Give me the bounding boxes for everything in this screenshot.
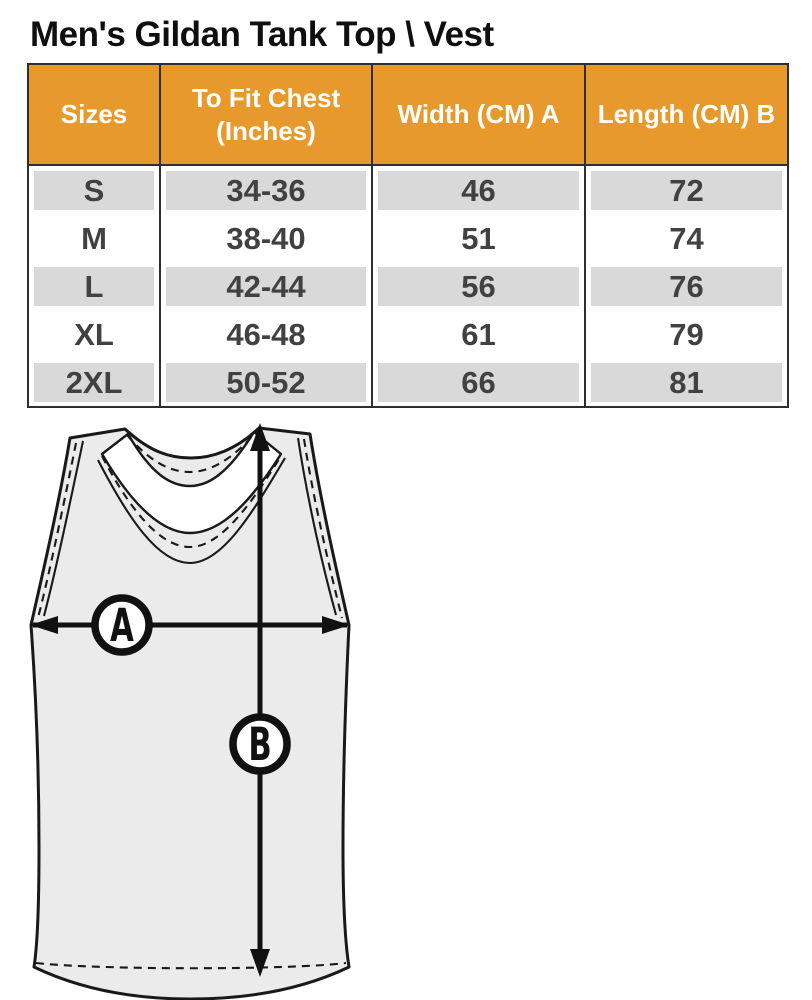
neck-opening xyxy=(100,430,283,535)
cell-size: M xyxy=(81,220,107,256)
cell-size: S xyxy=(34,170,154,210)
cell-length: 79 xyxy=(669,316,704,352)
cell-chest: 42-44 xyxy=(166,266,366,306)
width-marker-badge: A xyxy=(91,594,153,656)
page-title: Men's Gildan Tank Top \ Vest xyxy=(30,15,494,54)
width-arrow xyxy=(30,616,350,634)
table-row-2xl: 2XL 50-52 66 81 xyxy=(29,358,787,406)
column-header-width: Width (CM) A xyxy=(373,65,586,166)
cell-chest: 50-52 xyxy=(166,362,366,402)
arrowhead-up xyxy=(250,423,270,451)
tank-top-diagram: A B xyxy=(29,423,351,1000)
cell-size: 2XL xyxy=(34,362,154,402)
length-marker-badge: B xyxy=(229,713,291,775)
cell-length: 81 xyxy=(591,362,782,402)
cell-length: 74 xyxy=(669,220,704,256)
cell-width: 66 xyxy=(378,362,579,402)
cell-size: XL xyxy=(74,316,114,352)
size-table-container: Sizes To Fit Chest (Inches) Width (CM) A… xyxy=(27,63,789,408)
tank-top-outline xyxy=(29,426,351,1000)
cell-width: 61 xyxy=(461,316,496,352)
cell-length: 76 xyxy=(591,266,782,306)
cell-width: 51 xyxy=(461,220,496,256)
table-row-xl: XL 46-48 61 79 xyxy=(29,310,787,358)
column-header-sizes: Sizes xyxy=(29,65,161,166)
arrowhead-left xyxy=(30,616,58,634)
cell-size: L xyxy=(34,266,154,306)
stitching-lines xyxy=(35,432,347,970)
cell-chest: 34-36 xyxy=(166,170,366,210)
column-header-length: Length (CM) B xyxy=(586,65,787,166)
length-arrow xyxy=(250,423,270,977)
table-row-m: M 38-40 51 74 xyxy=(29,214,787,262)
cell-chest: 46-48 xyxy=(226,316,306,352)
size-table: Sizes To Fit Chest (Inches) Width (CM) A… xyxy=(27,63,789,408)
column-header-chest: To Fit Chest (Inches) xyxy=(161,65,373,166)
arrowhead-down xyxy=(250,949,270,977)
arrowhead-right xyxy=(322,616,350,634)
cell-width: 46 xyxy=(378,170,579,210)
cell-width: 56 xyxy=(378,266,579,306)
table-row-s: S 34-36 46 72 xyxy=(29,166,787,214)
size-table-header: Sizes To Fit Chest (Inches) Width (CM) A… xyxy=(29,65,787,166)
cell-length: 72 xyxy=(591,170,782,210)
width-marker-label: A xyxy=(110,600,134,653)
table-row-l: L 42-44 56 76 xyxy=(29,262,787,310)
cell-chest: 38-40 xyxy=(226,220,306,256)
length-marker-label: B xyxy=(248,719,271,772)
